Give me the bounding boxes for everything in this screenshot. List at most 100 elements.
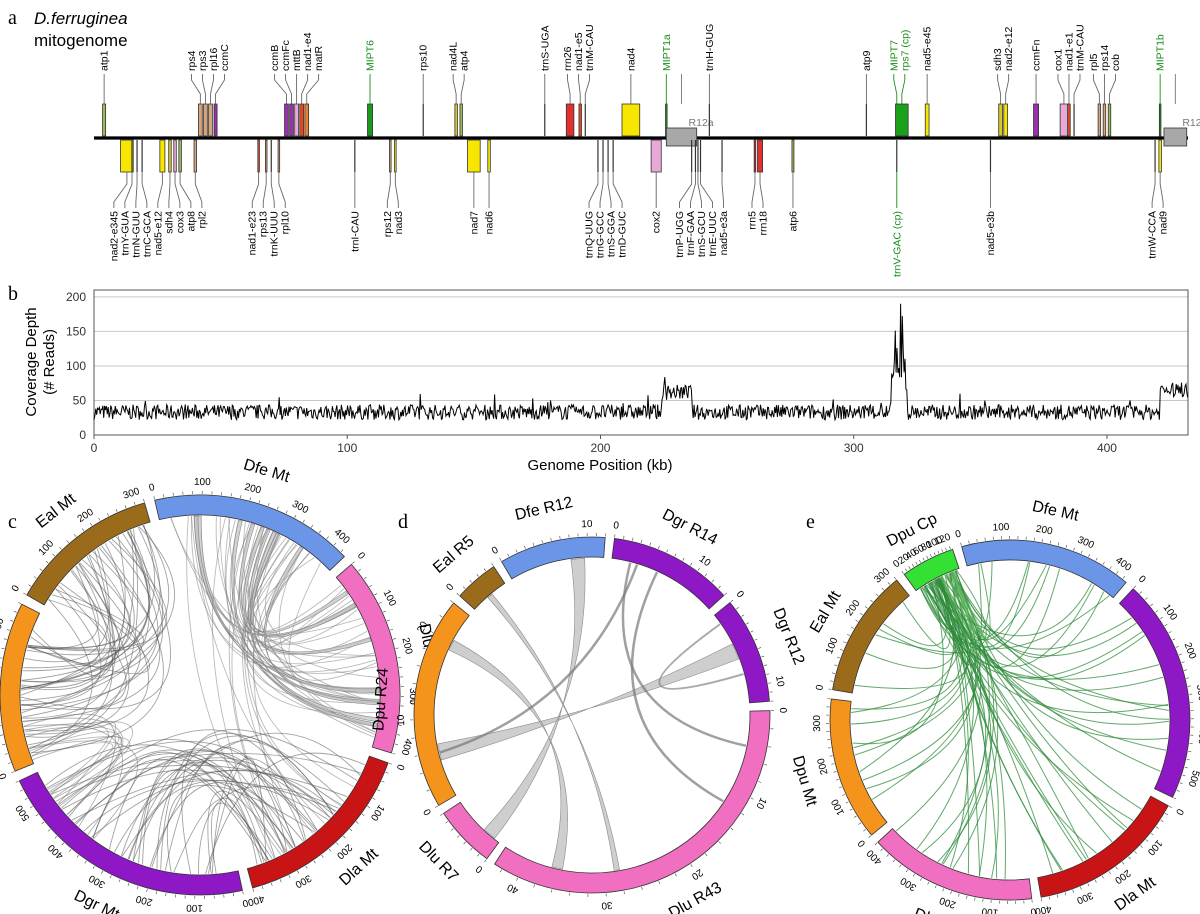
leader-trnm-cau	[584, 74, 590, 104]
tick-dgr-mt-520	[24, 797, 28, 801]
link-4-27	[75, 759, 276, 858]
tick-dla-mt-320	[288, 875, 291, 879]
link-3-13	[924, 585, 988, 877]
gene-box-rpl2	[193, 139, 197, 173]
tick-label-dfe-r12-0: 0	[490, 545, 501, 558]
tick-dpu-cp-50	[918, 559, 922, 563]
segment-label-dlu-r7: Dlu R7	[415, 838, 461, 885]
tick-eal-mt-0	[828, 688, 832, 690]
tick-eal-mt-20	[28, 584, 32, 587]
tick-eal-mt-20	[830, 680, 834, 682]
tick-dla-mt-140	[355, 821, 359, 824]
tick-dlu-r43-12	[741, 813, 745, 816]
leader-trns-gga	[607, 172, 612, 208]
leader-nad2-e12	[1005, 74, 1010, 104]
leader-rpl2	[194, 172, 203, 208]
gene-label-trnn-guu: trnN-GUU	[130, 211, 142, 258]
tick-dgr-mt-120	[1164, 624, 1168, 627]
leader-rps13	[262, 172, 267, 208]
tick-dlu-r43-10	[750, 797, 754, 800]
gene-label-nad4l: nad4L	[448, 42, 460, 71]
tick-dla-mt-80	[1150, 833, 1154, 836]
tick-dgr-mt-240	[127, 882, 130, 886]
tick-dlu-mt-200	[950, 891, 952, 895]
segment-eal-mt	[26, 502, 151, 606]
tick-dlu-mt-280	[920, 877, 923, 881]
gene-label-nad1-e1: nad1-e1	[1063, 32, 1075, 71]
gene-label-trns-gga: trnS-GGA	[606, 211, 618, 257]
tick-label-eal-r5-0: 0	[444, 581, 456, 593]
tick-dpu-r24-20	[430, 630, 434, 633]
tick-dlu-r43-16	[718, 841, 722, 844]
tick-dgr-r14-8	[682, 557, 685, 561]
tick-dfe-mt-20	[968, 540, 970, 544]
tick-dgr-r12-7	[761, 655, 765, 658]
tick-dgr-mt-180	[155, 891, 157, 895]
ytick-label-150: 150	[66, 324, 86, 338]
tick-dfe-mt-200	[1041, 538, 1043, 542]
tick-dfe-mt-0	[960, 542, 962, 546]
coverage-ylabel-line2: (# Reads)	[41, 329, 58, 395]
gene-box-atp4	[459, 103, 463, 137]
segment-label-dpu-mt: Dpu Mt	[789, 754, 820, 809]
link-0-14	[30, 565, 101, 664]
gene-label-rps4: rps4	[186, 50, 198, 71]
tick-dlu-mt-160	[390, 628, 394, 631]
tick-dgr-r12-1	[736, 607, 739, 610]
link-1-10	[955, 570, 1133, 650]
link-4-35	[83, 780, 337, 832]
leader-rps4	[191, 74, 201, 104]
gene-label-nad2-e345: nad2-e345	[108, 211, 120, 261]
leader-nad9	[1159, 172, 1164, 208]
tick-dla-mt-340	[1064, 892, 1067, 896]
gene-label-nad5-e12: nad5-e12	[152, 211, 164, 256]
link-3-1	[241, 529, 314, 835]
link-0-16	[20, 531, 172, 710]
tick-dpu-mt-140	[838, 786, 842, 789]
gene-label-trng-gcc: trnG-GCC	[595, 211, 607, 259]
segment-dpu-mt	[829, 698, 888, 836]
tick-label-dpu-cp-80: 80	[919, 539, 934, 554]
tick-dla-mt-200	[1115, 866, 1118, 870]
tick-dgr-mt-60	[1150, 603, 1154, 607]
gene-box-atp6	[791, 139, 795, 173]
link-4-26	[151, 740, 334, 868]
gene-box-nad4l	[454, 103, 458, 137]
tick-dfe-mt-340	[310, 524, 314, 528]
tick-label-dpu-mt-300: 300	[812, 715, 823, 732]
gene-box-rpl16	[208, 103, 213, 137]
link-4-39	[132, 750, 318, 862]
tick-dgr-r14-11	[704, 573, 708, 577]
circos-d: 0 Eal R5 0 10 Dfe R12 0 10 Dgr R14 0 10 Dgr R12 0 10…	[370, 494, 807, 914]
tick-dlu-mt-420	[392, 752, 396, 755]
tick-dgr-mt-260	[1186, 677, 1190, 679]
xtick-label-300: 300	[844, 441, 864, 455]
gene-label-mipt1a: MIPT1a	[661, 34, 673, 71]
tick-dgr-mt-300	[101, 870, 104, 874]
gene-box-nad5-e12	[159, 139, 166, 173]
genome-title-suffix: mitogenome	[34, 31, 128, 50]
tick-dla-mt-260	[313, 860, 316, 864]
tick-dfe-r12-0	[499, 558, 502, 561]
segment-dgr-mt	[18, 771, 243, 896]
leader-nad5-e12	[157, 172, 163, 208]
tick-label-dgr-r12-0: 0	[734, 589, 746, 601]
link-4-18	[114, 778, 294, 853]
gene-label-trnv-gac-cp: trnV-GAC (cp)	[891, 211, 903, 277]
tick-dfe-mt-40	[976, 538, 978, 543]
gene-label-ccmfc: ccmFc	[280, 40, 292, 71]
gene-label-rrn18: rrn18	[757, 211, 769, 236]
tick-dgr-mt-200	[146, 888, 148, 892]
tick-dgr-mt-460	[1186, 758, 1190, 761]
tick-dla-mt-340	[279, 879, 282, 883]
leader-nad4l	[452, 74, 457, 104]
tick-eal-mt-280	[124, 505, 127, 509]
tick-dpu-cp-40	[915, 561, 918, 565]
tick-dfe-mt-320	[302, 519, 305, 523]
gene-label-trns-uga: trnS-UGA	[539, 25, 551, 71]
tick-dlu-r43-22	[674, 873, 677, 877]
tick-eal-mt-200	[89, 522, 93, 526]
tick-dlu-r43-24	[658, 881, 661, 885]
panel-label-c: c	[8, 511, 17, 533]
